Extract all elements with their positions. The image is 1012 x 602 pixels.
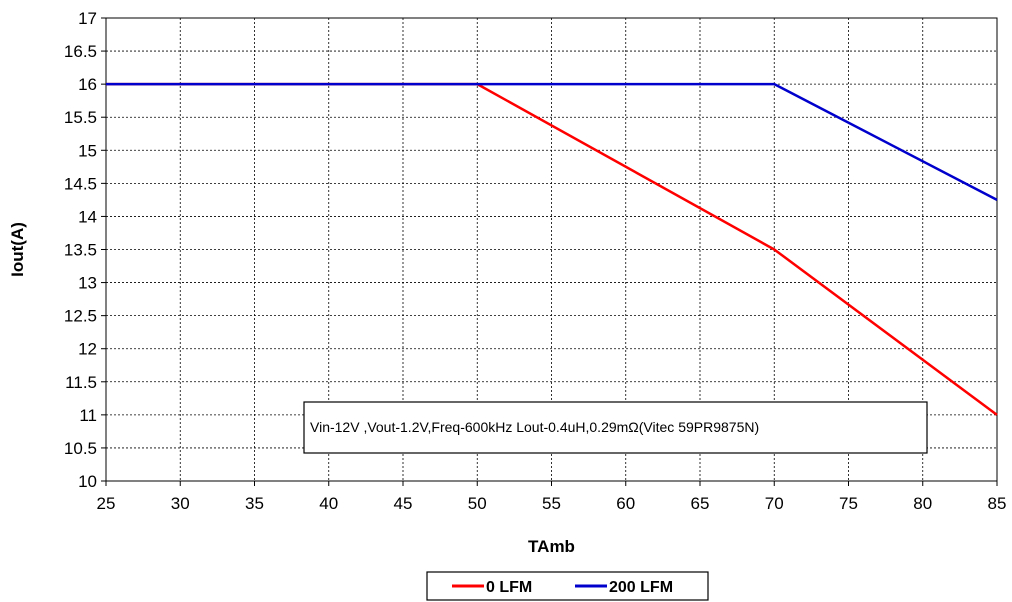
y-tick-label: 14 xyxy=(78,207,97,226)
y-tick-label: 15.5 xyxy=(64,108,97,127)
x-tick-label: 65 xyxy=(691,494,710,513)
y-tick-label: 13.5 xyxy=(64,241,97,260)
y-tick-label: 16.5 xyxy=(64,42,97,61)
legend-label: 0 LFM xyxy=(486,579,532,596)
x-tick-label: 30 xyxy=(171,494,190,513)
y-tick-label: 12 xyxy=(78,340,97,359)
legend: 0 LFM 200 LFM xyxy=(426,571,709,601)
y-tick-label: 12.5 xyxy=(64,307,97,326)
y-tick-label: 11.5 xyxy=(65,373,97,392)
y-tick-label: 17 xyxy=(78,9,97,28)
x-tick-label: 40 xyxy=(319,494,338,513)
y-axis-title: Iout(A) xyxy=(8,222,27,277)
x-tick-label: 75 xyxy=(839,494,858,513)
y-tick-label: 15 xyxy=(78,141,97,160)
series-line-lfm-200 xyxy=(106,82,998,202)
legend-label: 200 LFM xyxy=(609,579,673,596)
annotation-box: Vin-12V ,Vout-1.2V,Freq-600kHz Lout-0.4u… xyxy=(303,401,928,454)
x-tick-label: 35 xyxy=(245,494,264,513)
x-axis-title: TAmb xyxy=(528,537,575,556)
y-tick-label: 13 xyxy=(78,274,97,293)
x-tick-labels: 25 30 35 40 45 50 55 60 65 70 75 80 85 xyxy=(97,481,1007,513)
x-tick-label: 80 xyxy=(913,494,932,513)
y-tick-label: 10 xyxy=(78,472,97,491)
x-tick-label: 60 xyxy=(616,494,635,513)
x-tick-label: 55 xyxy=(542,494,561,513)
annotation-text: Vin-12V ,Vout-1.2V,Freq-600kHz Lout-0.4u… xyxy=(310,419,759,435)
x-tick-label: 50 xyxy=(468,494,487,513)
y-tick-label: 11 xyxy=(79,406,97,425)
series-lines xyxy=(106,82,998,416)
x-tick-label: 70 xyxy=(765,494,784,513)
y-tick-labels: 10 10.5 11 11.5 12 12.5 13 13.5 14 14.5 15 15.5 16 16… xyxy=(64,9,106,491)
y-tick-label: 14.5 xyxy=(64,174,97,193)
x-tick-label: 85 xyxy=(988,494,1007,513)
x-tick-label: 45 xyxy=(394,494,413,513)
y-tick-label: 16 xyxy=(78,75,97,94)
y-tick-label: 10.5 xyxy=(64,439,97,458)
x-tick-label: 25 xyxy=(97,494,116,513)
